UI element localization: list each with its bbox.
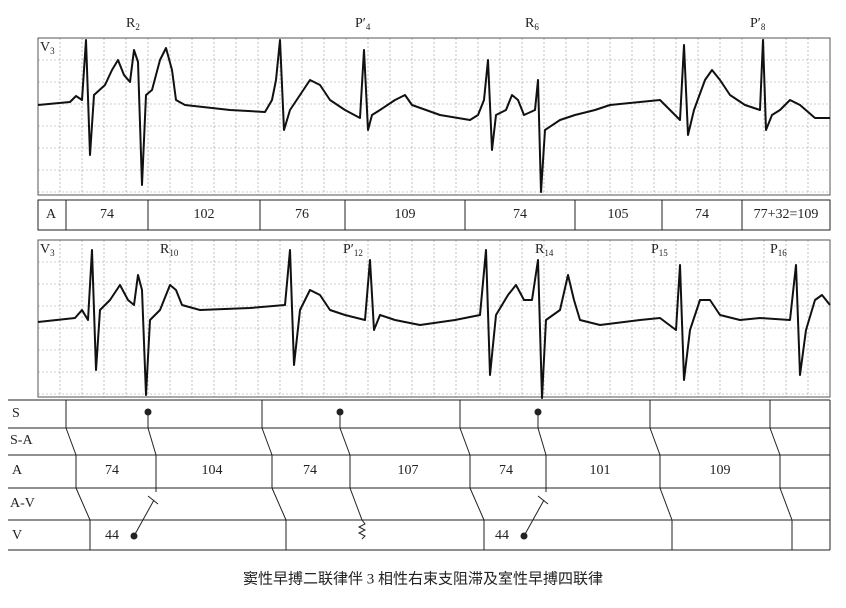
- interval-value: 74: [499, 463, 513, 478]
- wave-label: R10: [160, 242, 179, 258]
- strip-frame: [37, 37, 831, 196]
- wave-label: P15: [651, 242, 668, 258]
- wave-label: P′8: [750, 16, 766, 32]
- interval-value: 76: [295, 207, 309, 222]
- lead-label: V3: [40, 242, 55, 258]
- wave-label: P′4: [355, 16, 371, 32]
- wave-label: R2: [126, 16, 140, 32]
- interval-value: 74: [105, 463, 119, 478]
- interval-value: 74: [303, 463, 317, 478]
- ecg-grid: [38, 38, 830, 397]
- interval-value: 104: [202, 463, 223, 478]
- row-label: V: [12, 528, 22, 543]
- caption: 窦性早搏二联律伴 3 相性右束支阻滞及室性早搏四联律: [243, 570, 603, 587]
- row-label: S-A: [10, 433, 33, 448]
- wave-label: P′12: [343, 242, 363, 258]
- interval-value: 107: [398, 463, 419, 478]
- wave-label: P16: [770, 242, 787, 258]
- interval-value: 74: [100, 207, 114, 222]
- interval-value: 109: [710, 463, 731, 478]
- interval-value: 74: [695, 207, 709, 222]
- row-label: A-V: [10, 496, 35, 511]
- wave-label: R14: [535, 242, 554, 258]
- interval-value: 101: [590, 463, 611, 478]
- interval-value: 77+32=109: [754, 207, 819, 222]
- interval-value: 109: [395, 207, 416, 222]
- row-label: S: [12, 406, 20, 421]
- interval-value: 102: [194, 207, 215, 222]
- interval-value: 44: [105, 528, 119, 543]
- strip-frame: [37, 239, 831, 398]
- row-label: A: [46, 207, 57, 222]
- interval-value: 74: [513, 207, 527, 222]
- ecg-trace: [37, 39, 830, 193]
- wave-label: R6: [525, 16, 539, 32]
- row-label: A: [12, 463, 23, 478]
- interval-value: 105: [608, 207, 629, 222]
- ladder-diagram: [8, 399, 831, 551]
- ecg-trace: [37, 249, 831, 399]
- interval-table: [37, 199, 831, 231]
- lead-label: V3: [40, 40, 55, 56]
- interval-value: 44: [495, 528, 509, 543]
